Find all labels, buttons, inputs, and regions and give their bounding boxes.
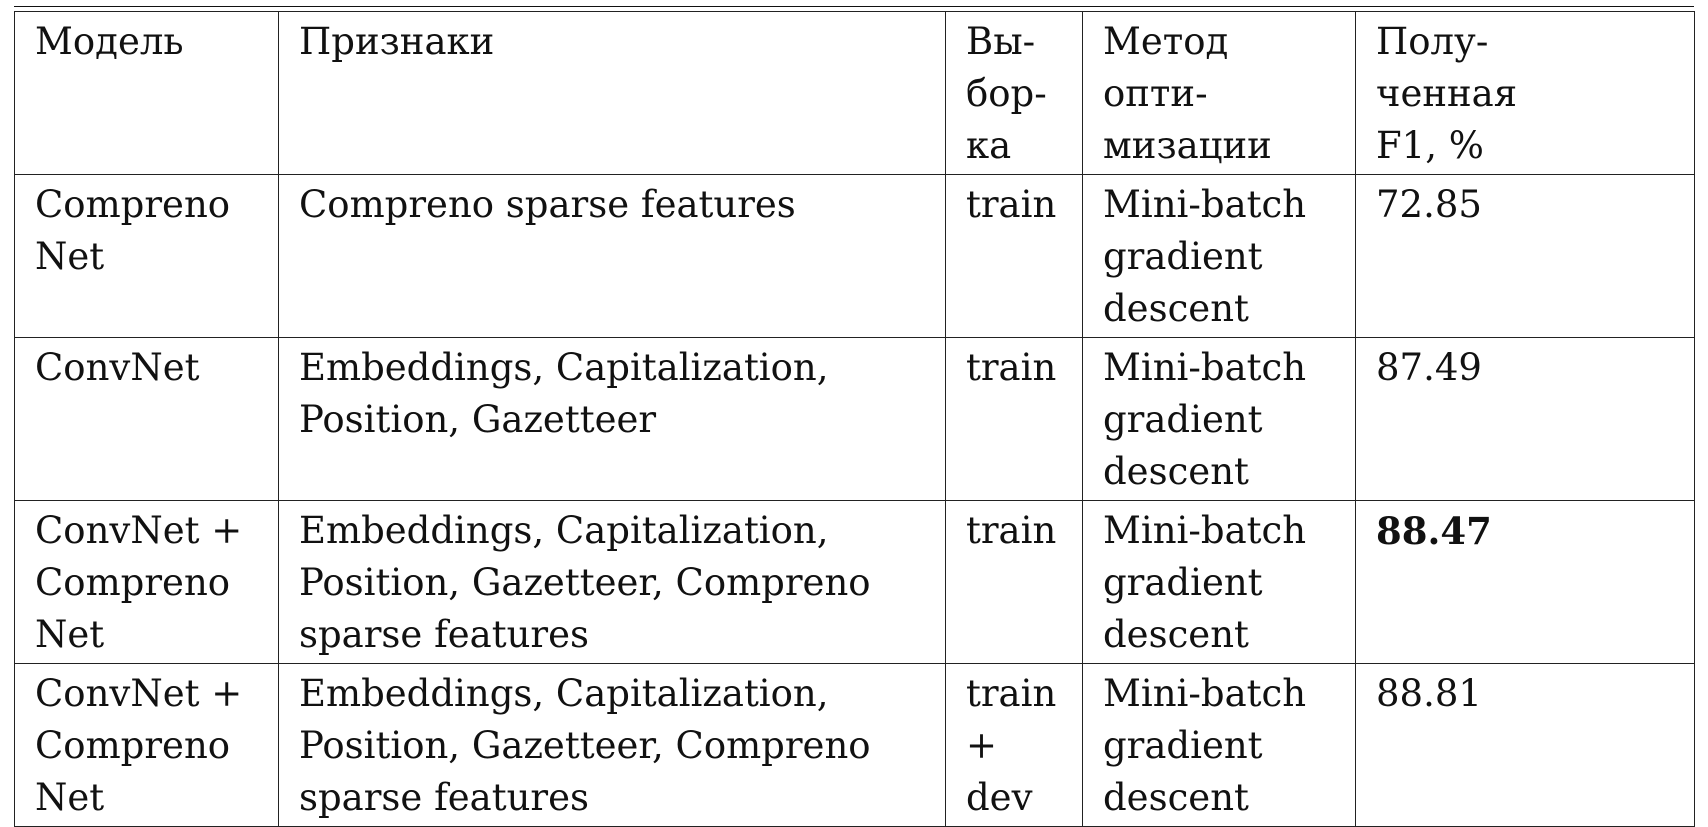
table-row: ConvNet + Compreno Net Embeddings, Capitali…: [14, 663, 1695, 827]
cell-features-line: Embeddings, Capitalization,: [299, 672, 829, 715]
header-method-line: Метод опти-: [1103, 20, 1229, 115]
table-body: Модель Признаки Вы-бор-ка Метод опти-мизаци…: [14, 11, 1695, 827]
cell-features: Embeddings, Capitalization, Position, Gaz…: [278, 663, 946, 827]
cell-model: ConvNet + Compreno Net: [14, 500, 279, 664]
cell-sample: train: [945, 337, 1083, 501]
header-row: Модель Признаки Вы-бор-ка Метод опти-мизаци…: [14, 11, 1695, 175]
cell-features-line: Position, Gazetteer, Compreno: [299, 724, 871, 767]
header-features-line: Признаки: [299, 20, 495, 63]
cell-sample-line: +: [966, 724, 998, 767]
cell-method-line: descent: [1103, 613, 1249, 656]
cell-model-line: Compreno: [35, 561, 231, 604]
cell-method-line: gradient: [1103, 561, 1263, 604]
header-f1-line: ченная: [1376, 72, 1518, 115]
cell-features-line: Position, Gazetteer, Compreno: [299, 561, 871, 604]
table-row: ConvNet + Compreno Net Embeddings, Capitali…: [14, 500, 1695, 664]
cell-sample-line: train: [966, 672, 1057, 715]
cell-model: ConvNet: [14, 337, 279, 501]
header-f1-line: F1, %: [1376, 124, 1484, 167]
header-sample-line: ка: [966, 124, 1012, 167]
cell-model: ConvNet + Compreno Net: [14, 663, 279, 827]
cell-f1-line: 88.47: [1376, 509, 1492, 553]
cell-features-line: Embeddings, Capitalization,: [299, 346, 829, 389]
header-features: Признаки: [278, 11, 946, 175]
cell-method-line: gradient: [1103, 724, 1263, 767]
cell-sample-line: train: [966, 346, 1057, 389]
cell-sample: train + dev: [945, 663, 1083, 827]
cell-model-line: Net: [35, 613, 105, 656]
cell-features-line: Compreno sparse features: [299, 183, 796, 226]
cell-sample-line: dev: [966, 776, 1033, 819]
cell-method-line: Mini-batch: [1103, 346, 1307, 389]
header-sample: Вы-бор-ка: [945, 11, 1083, 175]
cell-f1: 72.85: [1355, 174, 1695, 338]
cell-f1-line: 87.49: [1376, 346, 1482, 389]
cell-model-line: Net: [35, 776, 105, 819]
header-method-line: мизации: [1103, 124, 1272, 167]
cell-method: Mini-batch gradient descent: [1082, 500, 1356, 664]
cell-model-line: ConvNet +: [35, 509, 243, 552]
cell-model-line: Net: [35, 235, 105, 278]
cell-model-line: Compreno: [35, 183, 231, 226]
cell-method-line: gradient: [1103, 398, 1263, 441]
header-f1-line: Полу-: [1376, 20, 1489, 63]
header-method: Метод опти-мизации: [1082, 11, 1356, 175]
cell-features-line: sparse features: [299, 613, 589, 656]
cell-features-line: sparse features: [299, 776, 589, 819]
header-model-line: Модель: [35, 20, 184, 63]
cell-model-line: ConvNet: [35, 346, 200, 389]
cell-method-line: gradient: [1103, 235, 1263, 278]
header-sample-line: Вы-: [966, 20, 1036, 63]
cell-method: Mini-batch gradient descent: [1082, 663, 1356, 827]
cell-method-line: Mini-batch: [1103, 183, 1307, 226]
cell-f1-line: 88.81: [1376, 672, 1482, 715]
cell-sample: train: [945, 174, 1083, 338]
cell-method-line: descent: [1103, 776, 1249, 819]
cell-model: Compreno Net: [14, 174, 279, 338]
cell-method: Mini-batch gradient descent: [1082, 337, 1356, 501]
cell-model-line: ConvNet +: [35, 672, 243, 715]
cell-method-line: Mini-batch: [1103, 509, 1307, 552]
table-row: ConvNet Embeddings, Capitalization, Positi…: [14, 337, 1695, 501]
cell-sample-line: train: [966, 509, 1057, 552]
cell-method-line: Mini-batch: [1103, 672, 1307, 715]
cell-sample-line: train: [966, 183, 1057, 226]
header-f1: Полу-ченная F1, %: [1355, 11, 1695, 175]
cell-method: Mini-batch gradient descent: [1082, 174, 1356, 338]
cell-features-line: Position, Gazetteer: [299, 398, 657, 441]
table-row: Compreno Net Compreno sparse features train…: [14, 174, 1695, 338]
cell-model-line: Compreno: [35, 724, 231, 767]
cell-f1: 88.47: [1355, 500, 1695, 664]
cell-method-line: descent: [1103, 450, 1249, 493]
top-rule: [14, 6, 1694, 7]
cell-sample: train: [945, 500, 1083, 664]
cell-f1-line: 72.85: [1376, 183, 1482, 226]
cell-features: Embeddings, Capitalization, Position, Gaz…: [278, 337, 946, 501]
cell-f1: 88.81: [1355, 663, 1695, 827]
header-sample-line: бор-: [966, 72, 1047, 115]
cell-method-line: descent: [1103, 287, 1249, 330]
header-model: Модель: [14, 11, 279, 175]
results-table-container: Модель Признаки Вы-бор-ка Метод опти-мизаци…: [14, 6, 1695, 827]
cell-f1: 87.49: [1355, 337, 1695, 501]
cell-features: Compreno sparse features: [278, 174, 946, 338]
results-table: Модель Признаки Вы-бор-ка Метод опти-мизаци…: [14, 11, 1695, 827]
cell-features-line: Embeddings, Capitalization,: [299, 509, 829, 552]
cell-features: Embeddings, Capitalization, Position, Gaz…: [278, 500, 946, 664]
